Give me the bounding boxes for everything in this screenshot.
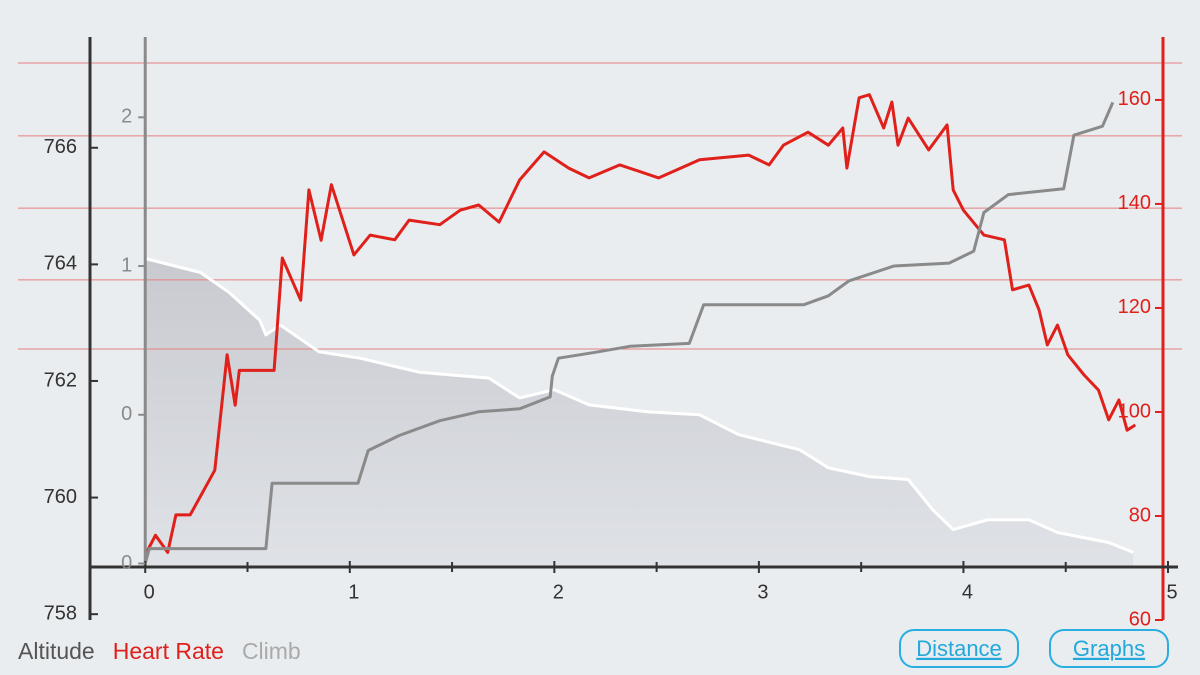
y-tick-label: 758 bbox=[44, 602, 77, 624]
y-tick-label: 760 bbox=[44, 486, 77, 508]
button-frame bbox=[1049, 629, 1169, 668]
legend-entry: Altitude bbox=[18, 638, 95, 664]
legend-entry: Climb bbox=[242, 638, 301, 664]
series-line bbox=[143, 101, 1115, 564]
y-tick-label: 762 bbox=[44, 369, 77, 391]
x-tick-label: 4 bbox=[962, 581, 973, 603]
series-line bbox=[144, 257, 1134, 554]
axes-layer: 0 1 2 3 4 57587607627647660012608010012014016… bbox=[44, 37, 1178, 630]
hr-tick-label: 120 bbox=[1118, 296, 1151, 318]
hr-tick-label: 140 bbox=[1118, 192, 1151, 214]
button-label: Distance bbox=[916, 636, 1002, 661]
x-tick-label: 3 bbox=[757, 581, 768, 603]
hr-tick-label: 60 bbox=[1129, 608, 1151, 630]
lines-layer bbox=[143, 93, 1137, 564]
hr-tick-label: 80 bbox=[1129, 504, 1151, 526]
x-tick-label: 0 bbox=[144, 581, 155, 603]
fill-layer bbox=[145, 258, 1134, 567]
climb-tick-label: 0 bbox=[121, 403, 132, 425]
y-tick-label: 764 bbox=[44, 253, 77, 275]
graphs-button[interactable]: Graphs bbox=[1049, 629, 1169, 668]
button-frame bbox=[899, 629, 1019, 668]
climb-tick-label: 0 bbox=[121, 552, 132, 574]
legend-entry: Heart Rate bbox=[113, 638, 224, 664]
y-tick-label: 766 bbox=[44, 136, 77, 158]
series-line bbox=[143, 93, 1137, 556]
button-label: Graphs bbox=[1073, 636, 1145, 661]
hr-tick-label: 100 bbox=[1118, 400, 1151, 422]
hr-tick-label: 160 bbox=[1118, 88, 1151, 110]
distance-button[interactable]: Distance bbox=[899, 629, 1019, 668]
altitude-area bbox=[145, 258, 1134, 567]
climb-tick-label: 2 bbox=[121, 106, 132, 128]
climb-tick-label: 1 bbox=[121, 254, 132, 276]
x-tick-label: 2 bbox=[553, 581, 564, 603]
x-tick-label: 5 bbox=[1166, 581, 1177, 603]
x-tick-label: 1 bbox=[348, 581, 359, 603]
